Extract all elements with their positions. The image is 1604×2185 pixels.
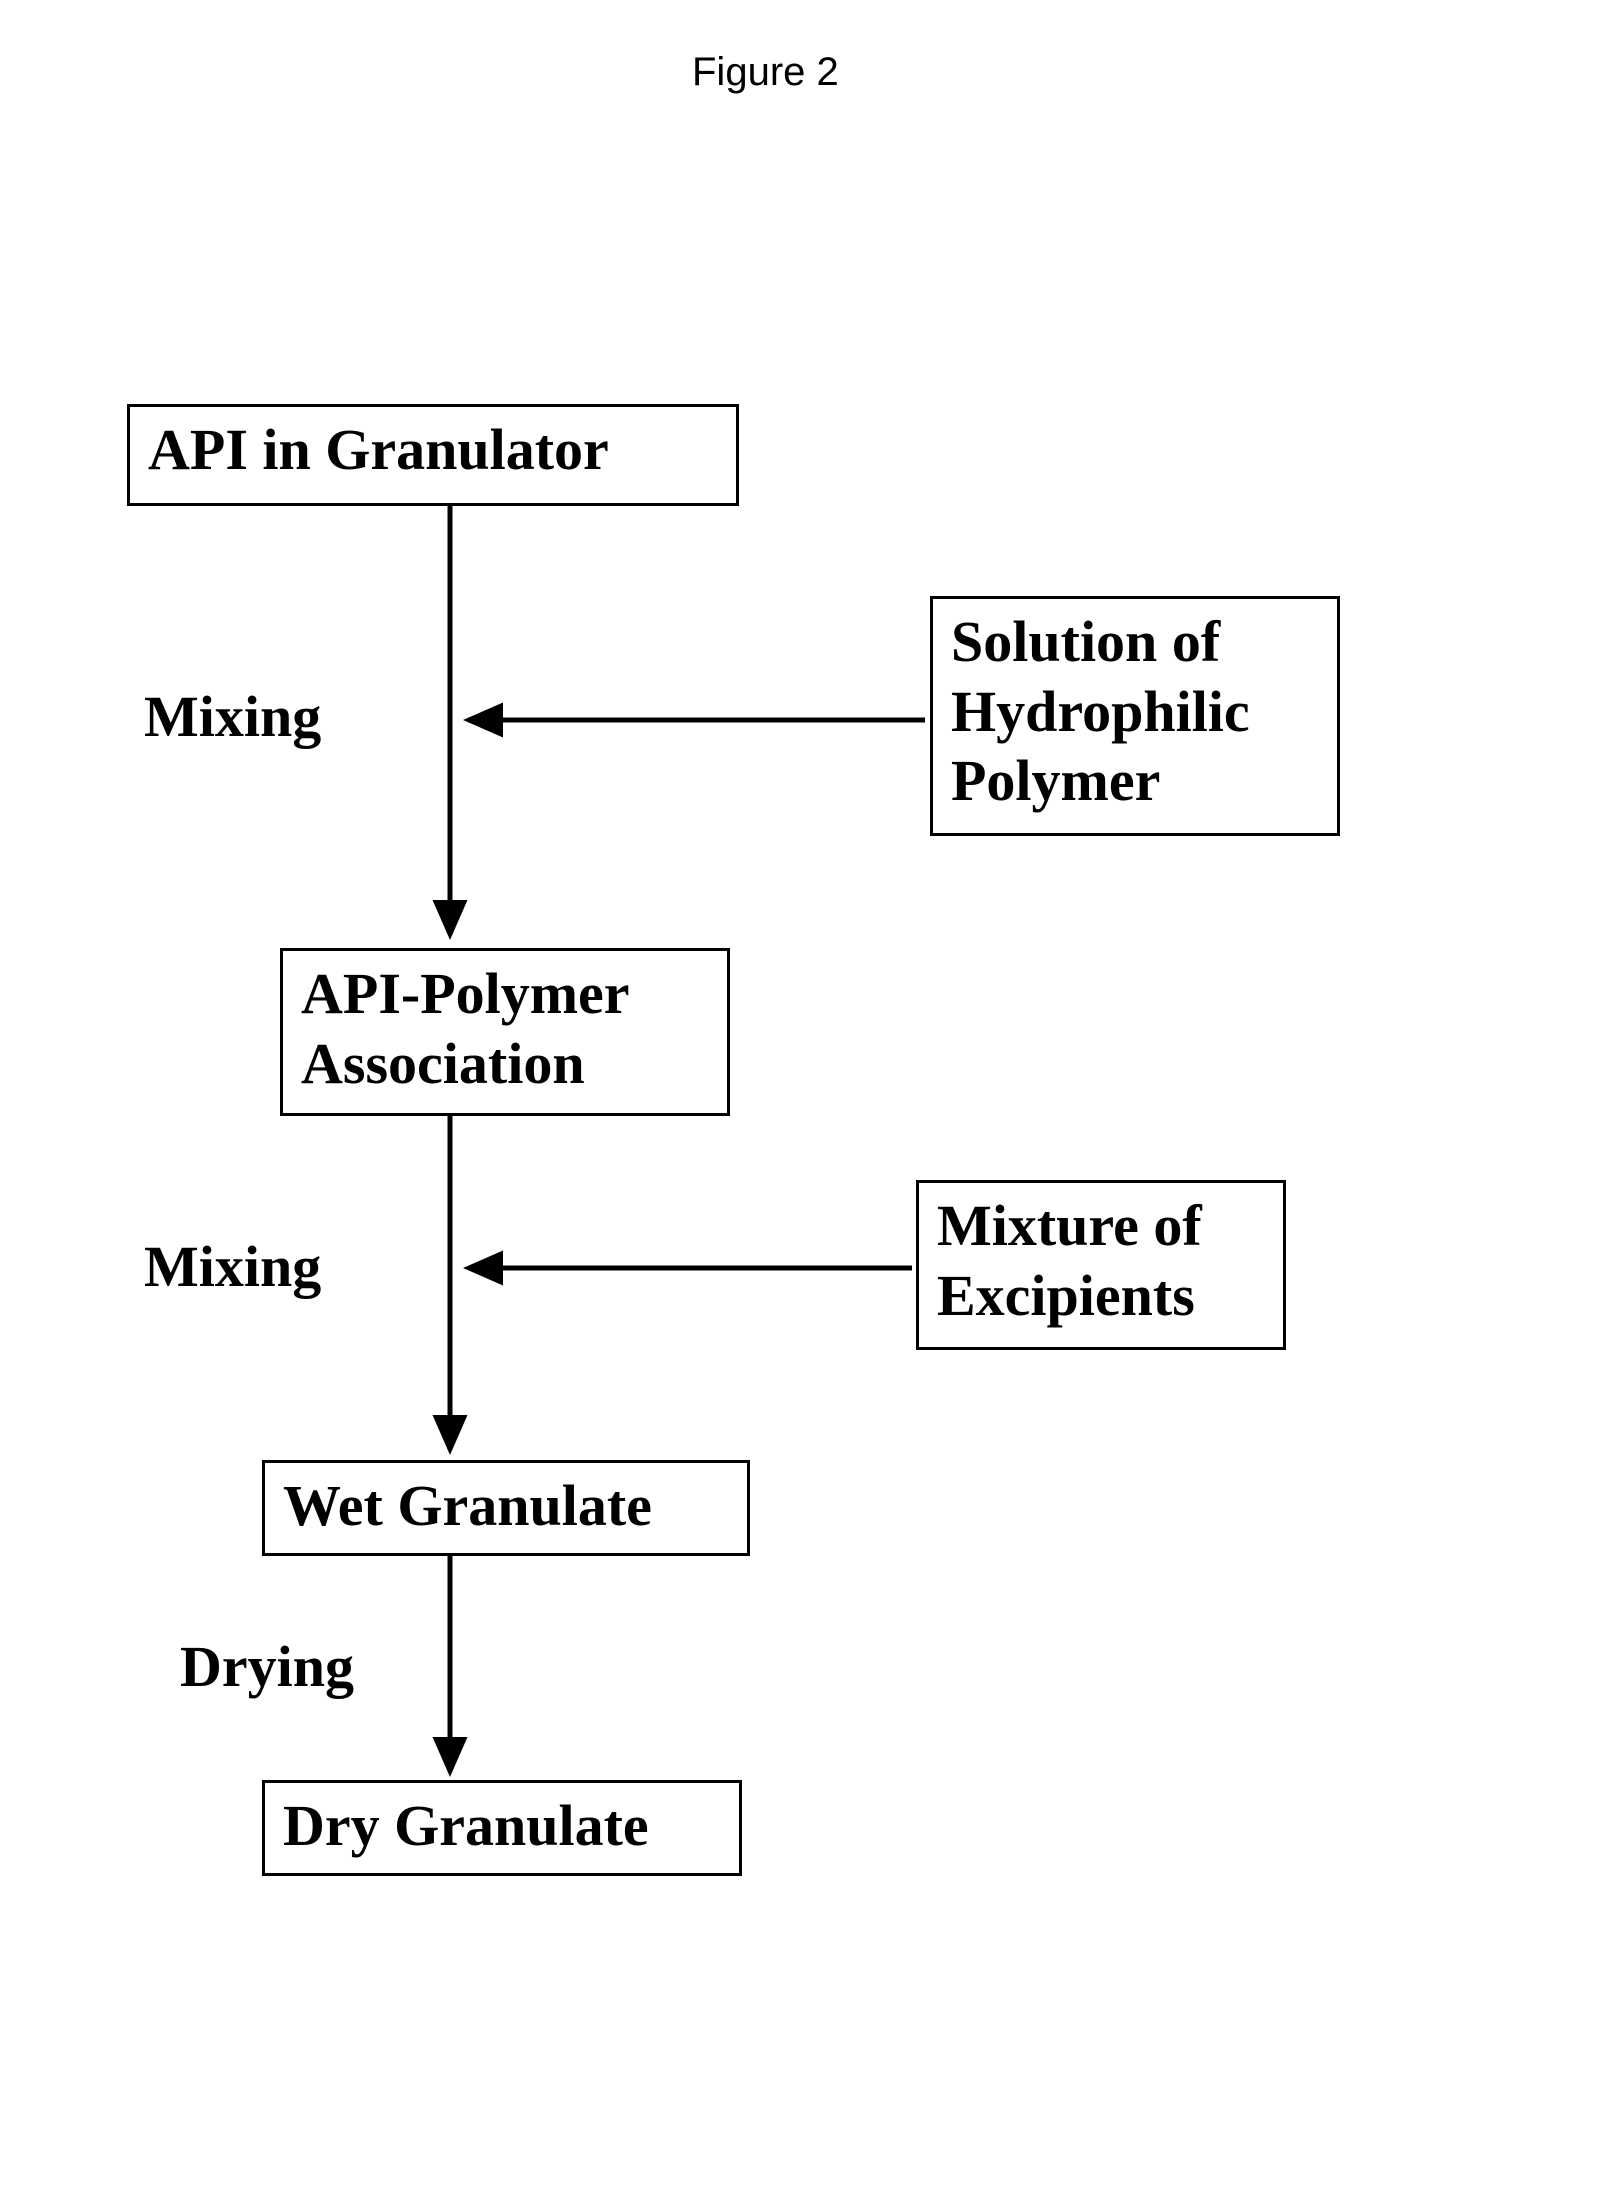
flowchart-arrows: [0, 0, 1604, 2185]
